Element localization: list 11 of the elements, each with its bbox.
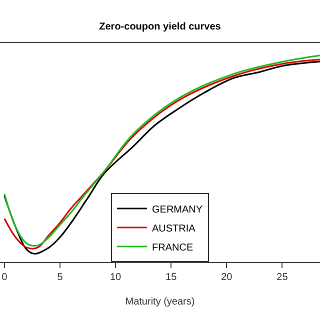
x-tick-label: 5	[57, 272, 64, 283]
legend-label: AUSTRIA	[152, 223, 196, 234]
chart-title: Zero-coupon yield curves	[99, 21, 222, 32]
legend-label: GERMANY	[152, 204, 203, 216]
x-axis-title: Maturity (years)	[125, 296, 195, 308]
x-tick-label: 10	[110, 272, 122, 283]
legend-label: FRANCE	[152, 242, 194, 254]
x-tick-label: 0	[2, 272, 8, 283]
x-tick-label: 15	[166, 272, 178, 283]
x-tick-label: 20	[221, 272, 233, 283]
x-tick-label: 25	[276, 272, 288, 283]
